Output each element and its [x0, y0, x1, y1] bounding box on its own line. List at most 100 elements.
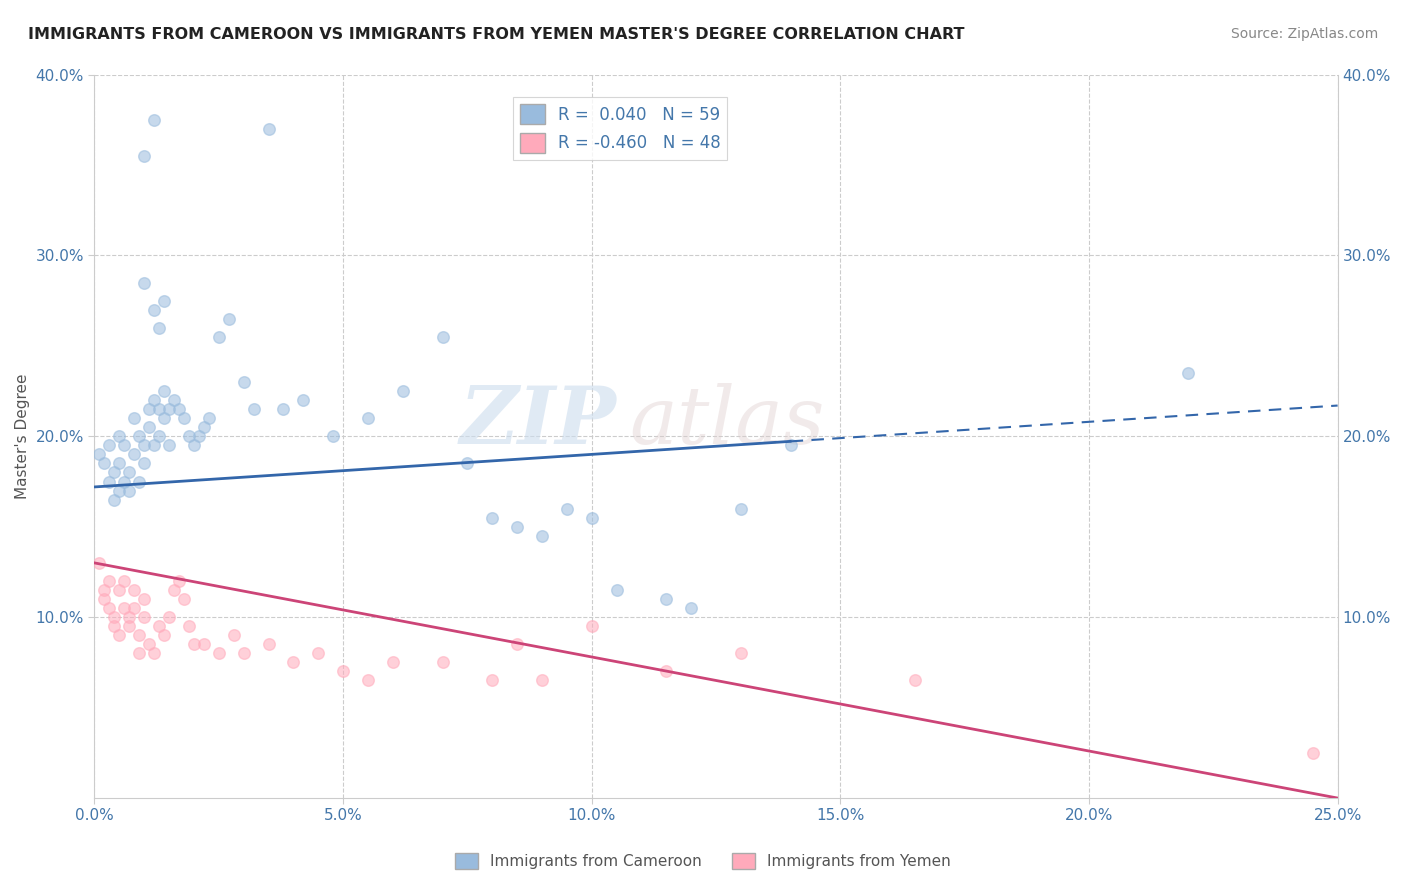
- Point: [157, 438, 180, 452]
- Point: [118, 610, 141, 624]
- Text: Source: ZipAtlas.com: Source: ZipAtlas.com: [1230, 27, 1378, 41]
- Point: [134, 149, 156, 163]
- Point: [134, 276, 156, 290]
- Point: [193, 420, 215, 434]
- Point: [208, 330, 231, 344]
- Point: [456, 457, 478, 471]
- Legend: R =  0.040   N = 59, R = -0.460   N = 48: R = 0.040 N = 59, R = -0.460 N = 48: [513, 97, 727, 160]
- Point: [89, 447, 111, 461]
- Point: [134, 610, 156, 624]
- Point: [153, 628, 176, 642]
- Point: [391, 384, 413, 398]
- Point: [143, 112, 166, 127]
- Point: [134, 592, 156, 607]
- Point: [208, 646, 231, 660]
- Point: [432, 656, 454, 670]
- Point: [292, 393, 315, 408]
- Point: [257, 637, 280, 651]
- Point: [112, 574, 135, 588]
- Point: [177, 619, 200, 633]
- Point: [112, 475, 135, 489]
- Point: [93, 592, 115, 607]
- Point: [530, 673, 553, 688]
- Point: [143, 646, 166, 660]
- Point: [122, 582, 145, 597]
- Point: [128, 429, 150, 443]
- Point: [138, 420, 160, 434]
- Point: [108, 457, 131, 471]
- Point: [904, 673, 927, 688]
- Point: [108, 429, 131, 443]
- Text: IMMIGRANTS FROM CAMEROON VS IMMIGRANTS FROM YEMEN MASTER'S DEGREE CORRELATION CH: IMMIGRANTS FROM CAMEROON VS IMMIGRANTS F…: [28, 27, 965, 42]
- Point: [357, 673, 380, 688]
- Point: [157, 402, 180, 417]
- Point: [681, 601, 703, 615]
- Point: [157, 610, 180, 624]
- Point: [581, 619, 603, 633]
- Point: [122, 447, 145, 461]
- Text: atlas: atlas: [628, 383, 824, 460]
- Point: [134, 438, 156, 452]
- Point: [89, 556, 111, 570]
- Point: [655, 592, 678, 607]
- Point: [581, 510, 603, 524]
- Point: [148, 429, 170, 443]
- Point: [143, 302, 166, 317]
- Point: [128, 628, 150, 642]
- Point: [183, 637, 205, 651]
- Point: [187, 429, 209, 443]
- Point: [506, 637, 529, 651]
- Point: [103, 492, 125, 507]
- Point: [530, 529, 553, 543]
- Point: [432, 330, 454, 344]
- Point: [128, 475, 150, 489]
- Point: [332, 665, 354, 679]
- Point: [163, 582, 186, 597]
- Point: [98, 601, 121, 615]
- Point: [283, 656, 305, 670]
- Point: [118, 483, 141, 498]
- Point: [232, 375, 254, 389]
- Point: [98, 475, 121, 489]
- Text: ZIP: ZIP: [460, 383, 617, 460]
- Point: [322, 429, 344, 443]
- Point: [153, 293, 176, 308]
- Point: [153, 411, 176, 425]
- Point: [381, 656, 404, 670]
- Point: [122, 601, 145, 615]
- Legend: Immigrants from Cameroon, Immigrants from Yemen: Immigrants from Cameroon, Immigrants fro…: [449, 847, 957, 875]
- Point: [138, 402, 160, 417]
- Point: [481, 510, 503, 524]
- Point: [148, 402, 170, 417]
- Point: [143, 438, 166, 452]
- Point: [242, 402, 264, 417]
- Point: [163, 393, 186, 408]
- Point: [93, 457, 115, 471]
- Point: [232, 646, 254, 660]
- Point: [108, 628, 131, 642]
- Point: [167, 402, 190, 417]
- Point: [112, 601, 135, 615]
- Point: [730, 501, 752, 516]
- Y-axis label: Master's Degree: Master's Degree: [15, 374, 30, 499]
- Point: [173, 592, 195, 607]
- Point: [655, 665, 678, 679]
- Point: [138, 637, 160, 651]
- Point: [148, 619, 170, 633]
- Point: [183, 438, 205, 452]
- Point: [167, 574, 190, 588]
- Point: [1177, 366, 1199, 380]
- Point: [103, 610, 125, 624]
- Point: [193, 637, 215, 651]
- Point: [108, 582, 131, 597]
- Point: [257, 121, 280, 136]
- Point: [1302, 746, 1324, 760]
- Point: [143, 393, 166, 408]
- Point: [273, 402, 295, 417]
- Point: [730, 646, 752, 660]
- Point: [173, 411, 195, 425]
- Point: [118, 466, 141, 480]
- Point: [222, 628, 245, 642]
- Point: [177, 429, 200, 443]
- Point: [481, 673, 503, 688]
